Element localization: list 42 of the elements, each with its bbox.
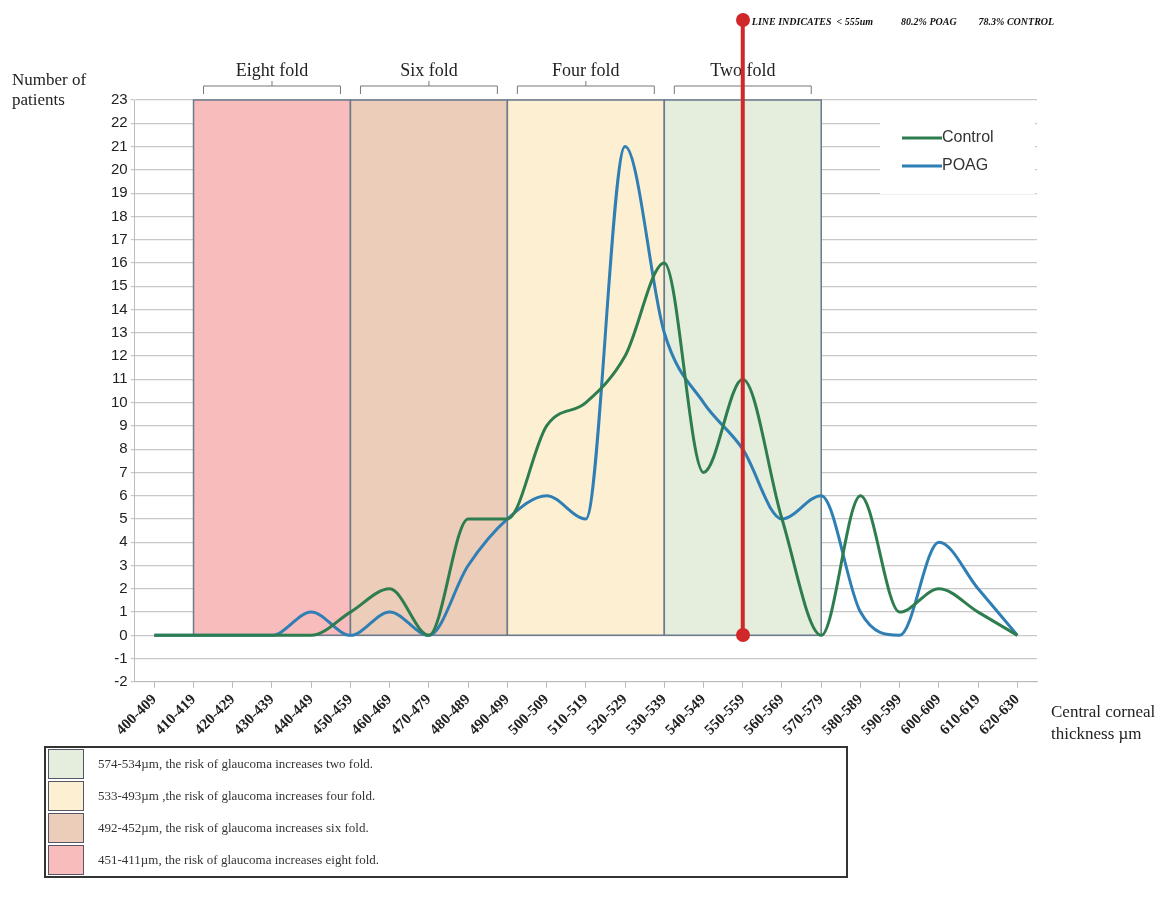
y-tick-label: 20 [111,159,128,177]
y-tick-label: 17 [111,229,128,247]
y-tick-label: 8 [119,439,128,457]
y-tick-label: 22 [111,113,128,131]
y-tick-label: 5 [119,509,128,527]
y-tick-label: 12 [111,346,128,364]
y-tick-label: 7 [119,462,128,480]
text: 574-534µm, the risk of glaucoma increases two fold. [98,756,374,772]
y-tick-label: 9 [119,416,128,434]
text: 451-411µm, the risk of glaucoma increases eight fold. [98,852,380,868]
x-axis-title: Central corneal thickness µm [1051,701,1156,743]
y-tick-label: 0 [119,625,128,643]
y-tick-label: 19 [111,183,128,201]
y-tick-label: 1 [119,602,128,620]
y-tick-label: 15 [111,276,128,294]
band-label: Two fold [710,59,776,80]
y-tick-label: 10 [111,392,128,410]
y-tick-label: 3 [119,555,128,573]
text: 533-493µm ,the risk of glaucoma increases four fold. [98,788,376,804]
band-label: Eight fold [235,59,309,80]
y-tick-label: 23 [111,90,128,108]
y-tick-label: 16 [111,253,128,271]
text: 492-452µm, the risk of glaucoma increases six fold. [98,820,369,836]
y-tick-label: 6 [119,485,128,503]
y-tick-label: 18 [111,206,128,224]
legend-label: POAG [942,156,989,174]
y-axis-title: Number of patients [12,69,87,109]
y-tick-label: -1 [114,648,128,666]
band-label: Six fold [400,59,458,80]
ref-line-label: LINE INDICATES < 555um [750,15,874,27]
legend-label: Control [942,128,994,146]
line-series [152,261,1019,637]
y-tick-label: 13 [111,322,128,340]
text: 78.3% CONTROL [978,15,1055,27]
y-tick-label: 14 [111,299,128,317]
y-tick-label: 2 [119,578,128,596]
y-tick-label: 21 [111,136,128,154]
text: 80.2% POAG [901,15,958,27]
y-tick-label: 4 [119,532,128,550]
y-tick-label: -2 [114,672,128,690]
band-label: Four fold [552,59,620,80]
y-tick-label: 11 [112,369,128,387]
